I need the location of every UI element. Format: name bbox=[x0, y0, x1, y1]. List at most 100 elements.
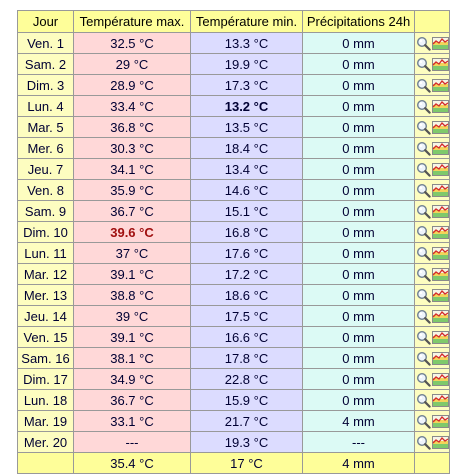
chart-thumbnail-icon[interactable] bbox=[431, 141, 449, 155]
chart-thumbnail-icon[interactable] bbox=[431, 225, 449, 239]
row-actions-cell bbox=[414, 242, 450, 264]
magnifier-icon[interactable] bbox=[416, 351, 431, 366]
chart-thumbnail-icon[interactable] bbox=[431, 267, 449, 281]
table-row: Mar. 12 39.1 °C 17.2 °C 0 mm bbox=[17, 263, 450, 285]
table-row: Dim. 3 28.9 °C 17.3 °C 0 mm bbox=[17, 74, 450, 96]
magnifier-icon[interactable] bbox=[416, 267, 431, 282]
summary-tmax: 35.4 °C bbox=[73, 452, 191, 474]
magnifier-icon[interactable] bbox=[416, 120, 431, 135]
summary-label-cell bbox=[17, 452, 74, 474]
magnifier-icon[interactable] bbox=[416, 99, 431, 114]
row-actions-cell bbox=[414, 368, 450, 390]
chart-thumbnail-icon[interactable] bbox=[431, 183, 449, 197]
row-actions-cell bbox=[414, 431, 450, 453]
tmin-cell: 18.4 °C bbox=[190, 137, 303, 159]
row-actions-cell bbox=[414, 200, 450, 222]
magnifier-icon[interactable] bbox=[416, 309, 431, 324]
table-row: Lun. 11 37 °C 17.6 °C 0 mm bbox=[17, 242, 450, 264]
row-actions-cell bbox=[414, 305, 450, 327]
magnifier-icon[interactable] bbox=[416, 288, 431, 303]
row-actions-cell bbox=[414, 95, 450, 117]
chart-thumbnail-icon[interactable] bbox=[431, 36, 449, 50]
chart-thumbnail-icon[interactable] bbox=[431, 414, 449, 428]
day-cell: Mer. 6 bbox=[17, 137, 74, 159]
day-cell: Ven. 1 bbox=[17, 32, 74, 54]
chart-thumbnail-icon[interactable] bbox=[431, 351, 449, 365]
chart-thumbnail-icon[interactable] bbox=[431, 330, 449, 344]
chart-thumbnail-icon[interactable] bbox=[431, 372, 449, 386]
day-cell: Jeu. 14 bbox=[17, 305, 74, 327]
precip-cell: 0 mm bbox=[302, 305, 415, 327]
tmax-cell: 34.1 °C bbox=[73, 158, 191, 180]
magnifier-icon[interactable] bbox=[416, 372, 431, 387]
summary-row: 35.4 °C 17 °C 4 mm bbox=[17, 452, 450, 474]
table-row: Sam. 9 36.7 °C 15.1 °C 0 mm bbox=[17, 200, 450, 222]
precip-cell: 0 mm bbox=[302, 95, 415, 117]
chart-thumbnail-icon[interactable] bbox=[431, 393, 449, 407]
chart-thumbnail-icon[interactable] bbox=[431, 99, 449, 113]
row-actions-cell bbox=[414, 137, 450, 159]
magnifier-icon[interactable] bbox=[416, 183, 431, 198]
tmin-cell: 19.3 °C bbox=[190, 431, 303, 453]
table-row: Mar. 19 33.1 °C 21.7 °C 4 mm bbox=[17, 410, 450, 432]
magnifier-icon[interactable] bbox=[416, 393, 431, 408]
row-actions bbox=[416, 181, 449, 199]
table-row: Ven. 15 39.1 °C 16.6 °C 0 mm bbox=[17, 326, 450, 348]
day-cell: Mar. 12 bbox=[17, 263, 74, 285]
row-actions-cell bbox=[414, 347, 450, 369]
precip-cell: --- bbox=[302, 431, 415, 453]
table-row: Mer. 20 --- 19.3 °C --- bbox=[17, 431, 450, 453]
row-actions-cell bbox=[414, 32, 450, 54]
row-actions bbox=[416, 370, 449, 388]
magnifier-icon[interactable] bbox=[416, 36, 431, 51]
summary-tmin: 17 °C bbox=[190, 452, 303, 474]
chart-thumbnail-icon[interactable] bbox=[431, 309, 449, 323]
tmin-cell: 17.5 °C bbox=[190, 305, 303, 327]
day-cell: Mar. 5 bbox=[17, 116, 74, 138]
magnifier-icon[interactable] bbox=[416, 330, 431, 345]
tmax-cell: --- bbox=[73, 431, 191, 453]
chart-thumbnail-icon[interactable] bbox=[431, 120, 449, 134]
table-row: Jeu. 7 34.1 °C 13.4 °C 0 mm bbox=[17, 158, 450, 180]
magnifier-icon[interactable] bbox=[416, 225, 431, 240]
chart-thumbnail-icon[interactable] bbox=[431, 78, 449, 92]
tmax-cell: 37 °C bbox=[73, 242, 191, 264]
tmax-cell: 38.1 °C bbox=[73, 347, 191, 369]
magnifier-icon[interactable] bbox=[416, 78, 431, 93]
tmin-cell: 13.3 °C bbox=[190, 32, 303, 54]
tmin-cell: 17.3 °C bbox=[190, 74, 303, 96]
precip-cell: 0 mm bbox=[302, 284, 415, 306]
column-header-precip: Précipitations 24h bbox=[302, 10, 415, 33]
row-actions bbox=[416, 412, 449, 430]
table-row: Lun. 4 33.4 °C 13.2 °C 0 mm bbox=[17, 95, 450, 117]
precip-cell: 4 mm bbox=[302, 410, 415, 432]
row-actions bbox=[416, 349, 449, 367]
day-cell: Lun. 18 bbox=[17, 389, 74, 411]
chart-thumbnail-icon[interactable] bbox=[431, 246, 449, 260]
tmax-cell: 39.6 °C bbox=[73, 221, 191, 243]
chart-thumbnail-icon[interactable] bbox=[431, 288, 449, 302]
chart-thumbnail-icon[interactable] bbox=[431, 57, 449, 71]
magnifier-icon[interactable] bbox=[416, 162, 431, 177]
magnifier-icon[interactable] bbox=[416, 141, 431, 156]
magnifier-icon[interactable] bbox=[416, 57, 431, 72]
magnifier-icon[interactable] bbox=[416, 204, 431, 219]
precip-cell: 0 mm bbox=[302, 221, 415, 243]
precip-cell: 0 mm bbox=[302, 263, 415, 285]
precip-cell: 0 mm bbox=[302, 32, 415, 54]
row-actions-cell bbox=[414, 116, 450, 138]
tmax-cell: 36.8 °C bbox=[73, 116, 191, 138]
table-row: Sam. 16 38.1 °C 17.8 °C 0 mm bbox=[17, 347, 450, 369]
magnifier-icon[interactable] bbox=[416, 414, 431, 429]
chart-thumbnail-icon[interactable] bbox=[431, 204, 449, 218]
day-cell: Jeu. 7 bbox=[17, 158, 74, 180]
tmax-cell: 39.1 °C bbox=[73, 263, 191, 285]
tmin-cell: 16.8 °C bbox=[190, 221, 303, 243]
table-body: Ven. 1 32.5 °C 13.3 °C 0 mm Sam. 2 29 °C 19.9 … bbox=[17, 32, 450, 453]
tmax-cell: 32.5 °C bbox=[73, 32, 191, 54]
magnifier-icon[interactable] bbox=[416, 435, 431, 450]
magnifier-icon[interactable] bbox=[416, 246, 431, 261]
chart-thumbnail-icon[interactable] bbox=[431, 435, 449, 449]
chart-thumbnail-icon[interactable] bbox=[431, 162, 449, 176]
day-cell: Mar. 19 bbox=[17, 410, 74, 432]
